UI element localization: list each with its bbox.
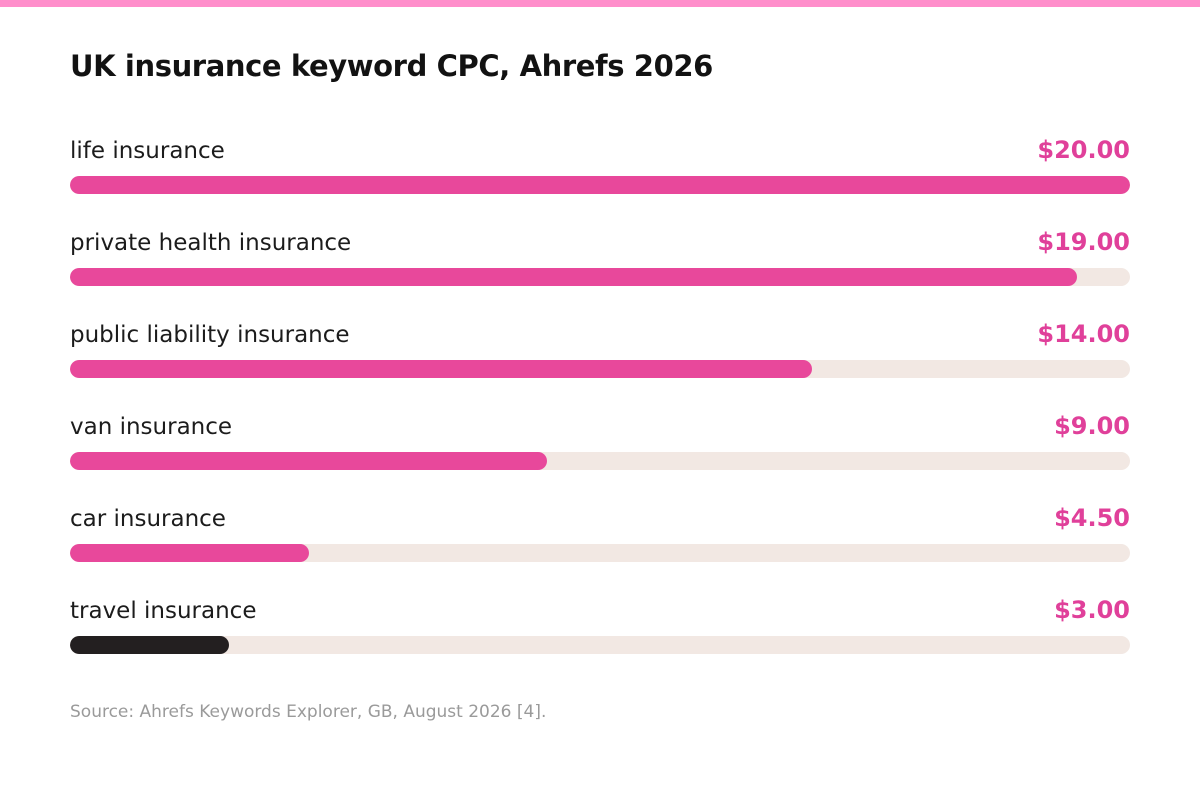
chart-title: UK insurance keyword CPC, Ahrefs 2026 [70,49,713,83]
bar-track [70,544,1130,562]
category-label: van insurance [70,414,233,440]
value-label: $9.00 [1054,412,1130,440]
value-label: $14.00 [1037,320,1130,348]
value-label: $19.00 [1037,228,1130,256]
category-label: private health insurance [70,230,352,256]
source-note: Source: Ahrefs Keywords Explorer, GB, Au… [70,702,547,722]
bar [70,268,1077,286]
bar-row: life insurance $20.00 [70,130,1130,222]
top-accent-bar [0,0,1200,7]
bar-track [70,452,1130,470]
bar [70,544,309,562]
value-label: $3.00 [1054,596,1130,624]
bar [70,360,812,378]
bar [70,176,1130,194]
bar-row: public liability insurance $14.00 [70,314,1130,406]
bar-row: car insurance $4.50 [70,498,1130,590]
bar-row: travel insurance $3.00 [70,590,1130,682]
bar-chart: life insurance $20.00 private health insur… [70,130,1130,682]
bar-row: van insurance $9.00 [70,406,1130,498]
value-label: $4.50 [1054,504,1130,532]
bar-row: private health insurance $19.00 [70,222,1130,314]
bar [70,452,547,470]
bar-track [70,636,1130,654]
category-label: car insurance [70,506,226,532]
bar-track [70,176,1130,194]
bar-track [70,360,1130,378]
bar-track [70,268,1130,286]
bar [70,636,229,654]
category-label: travel insurance [70,598,257,624]
value-label: $20.00 [1037,136,1130,164]
category-label: public liability insurance [70,322,350,348]
category-label: life insurance [70,138,225,164]
